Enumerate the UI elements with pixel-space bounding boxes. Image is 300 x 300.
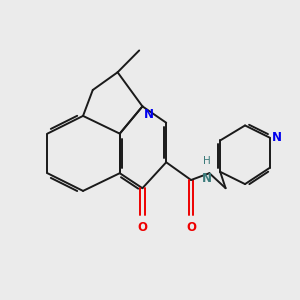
Text: O: O (137, 221, 147, 234)
Text: N: N (272, 131, 282, 144)
Text: N: N (144, 108, 154, 121)
Text: H: H (203, 156, 211, 166)
Text: O: O (186, 221, 196, 234)
Text: N: N (202, 172, 212, 185)
